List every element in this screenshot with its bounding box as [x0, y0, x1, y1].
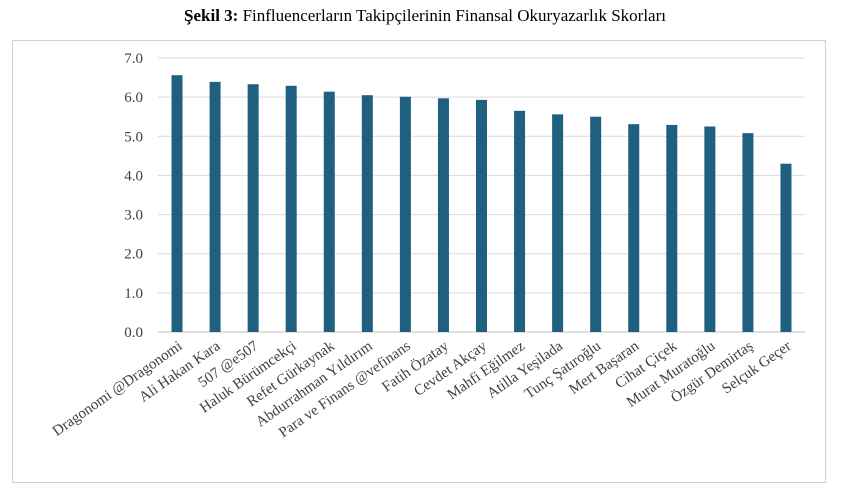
y-tick-label: 0.0 — [124, 325, 143, 341]
bar — [361, 95, 373, 332]
bar — [399, 96, 411, 332]
bar — [590, 116, 602, 332]
bar — [209, 81, 221, 333]
bar — [514, 110, 526, 332]
y-tick-label: 2.0 — [124, 247, 143, 263]
bar — [552, 114, 564, 332]
bar — [628, 124, 640, 332]
chart-title: Şekil 3: Finfluencerların Takipçilerinin… — [0, 6, 850, 26]
bar — [476, 99, 487, 332]
bar — [437, 98, 449, 333]
y-tick-label: 5.0 — [124, 129, 143, 145]
bar — [285, 85, 297, 332]
chart-frame — [12, 40, 826, 483]
bar — [247, 84, 259, 333]
y-tick-label: 3.0 — [124, 208, 143, 224]
bars — [171, 75, 792, 333]
figure-caption: Finfluencerların Takipçilerinin Finansal… — [242, 6, 666, 25]
y-tick-label: 7.0 — [124, 51, 143, 67]
y-axis-ticks: 0.0 1.0 2.0 3.0 4.0 5.0 6.0 7.0 — [124, 51, 143, 341]
y-tick-label: 1.0 — [124, 286, 143, 302]
bar — [323, 91, 335, 332]
figure-label: Şekil 3: — [184, 6, 239, 25]
bar — [666, 124, 678, 332]
y-tick-label: 4.0 — [124, 168, 143, 184]
y-tick-label: 6.0 — [124, 90, 143, 106]
bar — [742, 133, 754, 332]
bar — [780, 163, 792, 332]
bar — [704, 126, 716, 332]
bar — [171, 75, 183, 333]
